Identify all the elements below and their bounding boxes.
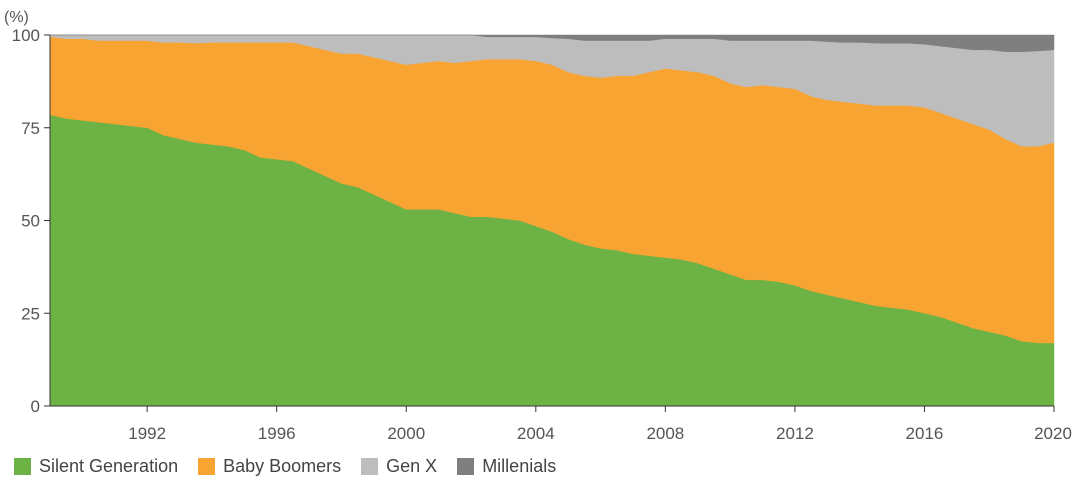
legend: Silent Generation Baby Boomers Gen X Millen…	[14, 455, 576, 477]
legend-item-baby-boomers: Baby Boomers	[198, 456, 341, 477]
x-tick-label: 1996	[258, 424, 296, 443]
y-tick-label: 25	[21, 304, 40, 323]
x-tick-label: 2000	[387, 424, 425, 443]
legend-item-silent-generation: Silent Generation	[14, 456, 178, 477]
legend-swatch	[361, 457, 379, 475]
x-tick-label: 2008	[646, 424, 684, 443]
legend-label: Silent Generation	[39, 455, 179, 476]
x-tick-label: 2016	[906, 424, 944, 443]
y-axis-unit-label: (%)	[4, 9, 29, 26]
area-series-millenials	[50, 34, 1055, 52]
y-tick-label: 50	[21, 212, 40, 231]
legend-item-gen-x: Gen X	[361, 456, 437, 477]
axis-layer: 0 25 50 75 100 1992 1996 2000 2004 2008 2012 2016 20…	[12, 26, 1072, 443]
x-tick-label: 2004	[517, 424, 555, 443]
legend-swatch	[457, 457, 475, 475]
legend-label: Gen X	[386, 455, 438, 476]
stacked-area-chart: (%) 0 25 50 75 100 1992 1996 2000 2004 2008 2012 20…	[4, 9, 1072, 443]
legend-item-millenials: Millenials	[457, 456, 556, 477]
x-tick-label: 1992	[128, 424, 166, 443]
legend-label: Millenials	[482, 455, 557, 476]
legend-swatch	[14, 457, 31, 475]
x-tick-label: 2020	[1034, 424, 1072, 443]
areas-layer	[49, 34, 1055, 407]
legend-label: Baby Boomers	[223, 455, 342, 476]
x-tick-label: 2012	[776, 424, 814, 443]
y-tick-label: 0	[31, 397, 40, 416]
y-tick-label: 100	[12, 26, 40, 45]
legend-swatch	[198, 457, 216, 475]
y-tick-label: 75	[21, 119, 40, 138]
